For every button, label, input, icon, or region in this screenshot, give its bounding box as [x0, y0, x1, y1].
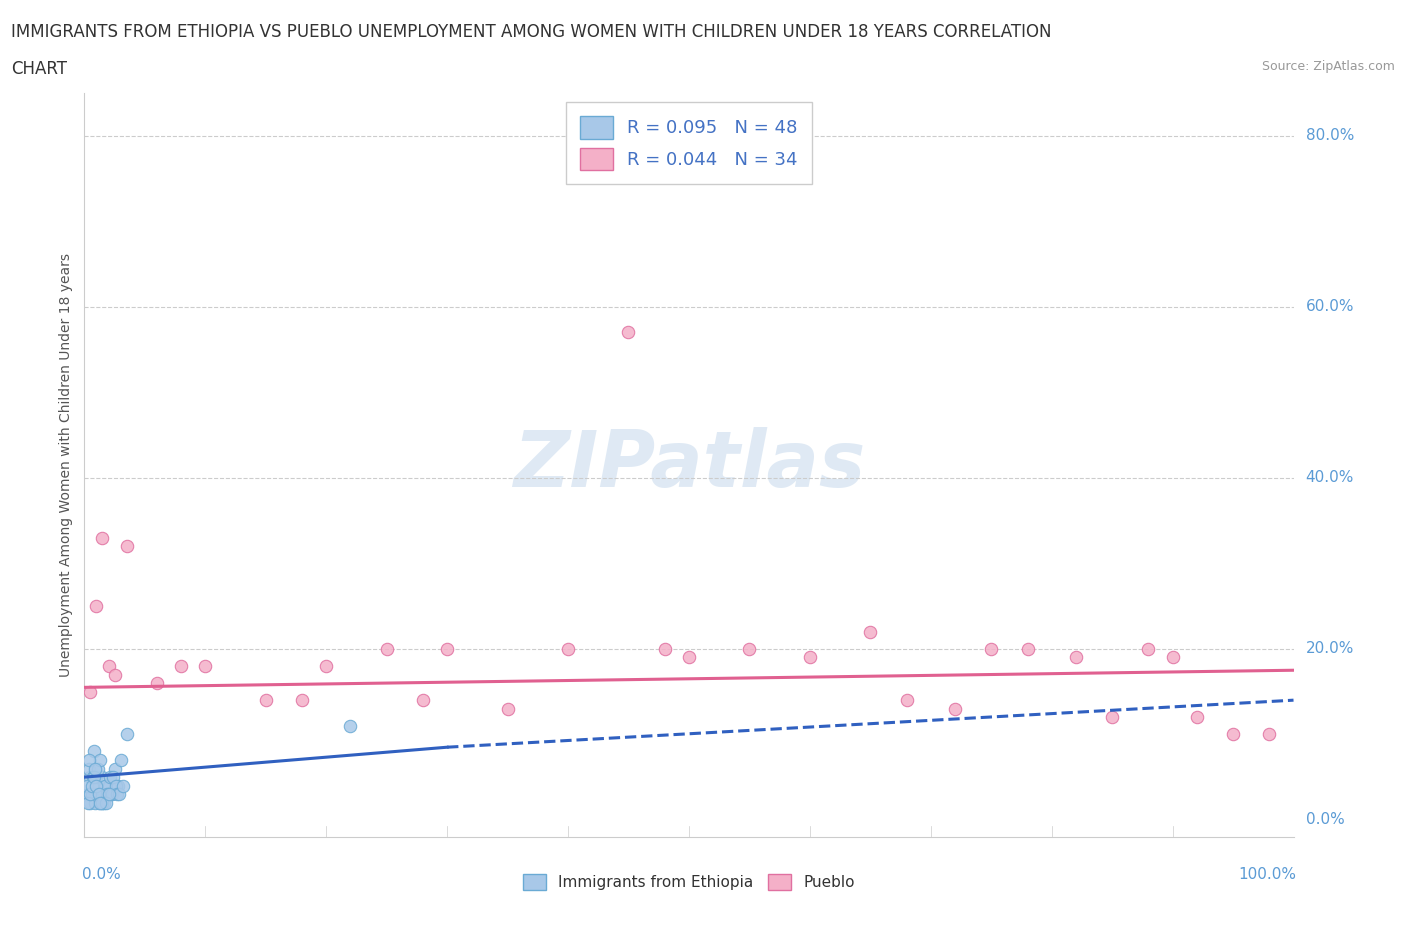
Point [315, 658, 337, 673]
Point [90, 787, 112, 802]
Point [104, 667, 127, 682]
Point [89, 752, 111, 767]
Point [436, 642, 458, 657]
Point [108, 787, 131, 802]
Point [77, 795, 100, 810]
Point [86, 778, 108, 793]
Point [110, 752, 132, 767]
Point [896, 693, 918, 708]
Point [557, 642, 579, 657]
Point [1161, 650, 1184, 665]
Legend: Immigrants from Ethiopia, Pueblo: Immigrants from Ethiopia, Pueblo [516, 868, 862, 897]
Point [97, 778, 120, 793]
Text: 40.0%: 40.0% [1306, 471, 1354, 485]
Point [77, 761, 100, 776]
Point [98, 770, 121, 785]
Point [89, 795, 111, 810]
Point [91, 795, 114, 810]
Point [104, 761, 127, 776]
Point [77, 787, 100, 802]
Point [654, 642, 676, 657]
Point [1185, 710, 1208, 724]
Point [375, 642, 398, 657]
Text: IMMIGRANTS FROM ETHIOPIA VS PUEBLO UNEMPLOYMENT AMONG WOMEN WITH CHILDREN UNDER : IMMIGRANTS FROM ETHIOPIA VS PUEBLO UNEMP… [11, 23, 1052, 41]
Point [254, 693, 277, 708]
Point [146, 675, 169, 690]
Point [93, 795, 115, 810]
Point [82, 770, 104, 785]
Point [1137, 642, 1160, 657]
Point [1258, 727, 1281, 742]
Point [83, 770, 105, 785]
Point [80, 778, 103, 793]
Point [79, 787, 101, 802]
Point [94, 778, 117, 793]
Y-axis label: Unemployment Among Women with Children Under 18 years: Unemployment Among Women with Children U… [59, 253, 73, 677]
Point [859, 624, 882, 639]
Point [1017, 642, 1039, 657]
Point [1064, 650, 1087, 665]
Point [94, 795, 117, 810]
Point [97, 658, 120, 673]
Point [87, 787, 110, 802]
Point [96, 787, 118, 802]
Point [105, 787, 128, 802]
Point [97, 787, 120, 802]
Text: 0.0%: 0.0% [82, 867, 121, 882]
Point [104, 778, 127, 793]
Point [738, 642, 761, 657]
Point [94, 778, 117, 793]
Point [103, 770, 125, 785]
Point [1222, 727, 1244, 742]
Point [107, 778, 129, 793]
Point [101, 787, 124, 802]
Point [1101, 710, 1123, 724]
Point [79, 684, 101, 699]
Point [91, 530, 114, 545]
Point [86, 599, 108, 614]
Point [97, 787, 120, 802]
Point [91, 795, 114, 810]
Point [412, 693, 434, 708]
Point [84, 761, 107, 776]
Text: ZIPatlas: ZIPatlas [513, 427, 865, 503]
Point [496, 701, 519, 716]
Point [115, 538, 138, 553]
Text: 100.0%: 100.0% [1237, 867, 1296, 882]
Point [980, 642, 1002, 657]
Point [617, 325, 640, 339]
Point [86, 761, 108, 776]
Point [115, 727, 138, 742]
Point [79, 770, 101, 785]
Point [112, 778, 135, 793]
Point [91, 770, 114, 785]
Point [80, 787, 103, 802]
Point [943, 701, 966, 716]
Point [799, 650, 821, 665]
Text: 0.0%: 0.0% [1306, 813, 1344, 828]
Point [339, 718, 361, 733]
Text: 60.0%: 60.0% [1306, 299, 1354, 314]
Point [100, 787, 122, 802]
Point [194, 658, 217, 673]
Point [83, 744, 105, 759]
Point [86, 770, 108, 785]
Point [79, 795, 101, 810]
Point [77, 752, 100, 767]
Point [170, 658, 193, 673]
Point [87, 795, 110, 810]
Point [76, 778, 98, 793]
Point [86, 787, 108, 802]
Text: 20.0%: 20.0% [1306, 642, 1354, 657]
Text: 80.0%: 80.0% [1306, 128, 1354, 143]
Text: CHART: CHART [11, 60, 67, 78]
Point [678, 650, 700, 665]
Text: Source: ZipAtlas.com: Source: ZipAtlas.com [1261, 60, 1395, 73]
Point [84, 795, 107, 810]
Point [291, 693, 314, 708]
